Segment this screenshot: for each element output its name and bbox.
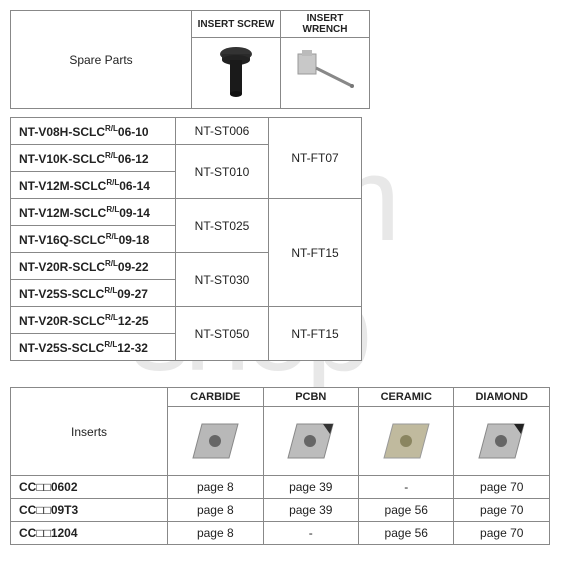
- table-row: NT-V20R-SCLCR/L09-22: [11, 253, 176, 280]
- table-row: NT-V20R-SCLCR/L12-25: [11, 307, 176, 334]
- screw-val: NT-ST050: [176, 307, 269, 361]
- ceramic-image: [359, 407, 454, 476]
- table-row: NT-V25S-SCLCR/L12-32: [11, 334, 176, 361]
- spare-parts-codes-table: NT-V08H-SCLCR/L06-10 NT-ST006 NT-FT07 NT…: [10, 117, 362, 361]
- table-row: NT-V10K-SCLCR/L06-12: [11, 145, 176, 172]
- col-insert-wrench: INSERT WRENCH: [281, 11, 370, 38]
- screw-image-cell: [192, 38, 281, 109]
- spare-parts-title: Spare Parts: [11, 11, 192, 109]
- inserts-table: Inserts CARBIDE PCBN CERAMIC DIAMOND CC□…: [10, 387, 550, 545]
- screw-val: NT-ST025: [176, 199, 269, 253]
- table-row: NT-V12M-SCLCR/L06-14: [11, 172, 176, 199]
- rhombus-icon: [474, 416, 529, 466]
- col-carbide: CARBIDE: [168, 388, 263, 407]
- table-row: CC□□09T3 page 8 page 39 page 56 page 70: [11, 499, 550, 522]
- table-row: NT-V16Q-SCLCR/L09-18: [11, 226, 176, 253]
- wrench-val: NT-FT15: [269, 199, 362, 307]
- table-row: NT-V25S-SCLCR/L09-27: [11, 280, 176, 307]
- table-row: NT-V12M-SCLCR/L09-14: [11, 199, 176, 226]
- col-diamond: DIAMOND: [454, 388, 550, 407]
- inserts-title: Inserts: [11, 388, 168, 476]
- screw-val: NT-ST030: [176, 253, 269, 307]
- screw-val: NT-ST006: [176, 118, 269, 145]
- spare-parts-header-table: Spare Parts INSERT SCREW INSERT WRENCH: [10, 10, 370, 109]
- carbide-image: [168, 407, 263, 476]
- col-pcbn: PCBN: [263, 388, 358, 407]
- rhombus-icon: [379, 416, 434, 466]
- col-ceramic: CERAMIC: [359, 388, 454, 407]
- rhombus-icon: [188, 416, 243, 466]
- table-row: CC□□1204 page 8 - page 56 page 70: [11, 522, 550, 545]
- rhombus-icon: [283, 416, 338, 466]
- screw-icon: [216, 46, 256, 101]
- pcbn-image: [263, 407, 358, 476]
- wrench-val: NT-FT15: [269, 307, 362, 361]
- col-insert-screw: INSERT SCREW: [192, 11, 281, 38]
- table-row: NT-V08H-SCLCR/L06-10: [11, 118, 176, 145]
- screw-val: NT-ST010: [176, 145, 269, 199]
- wrench-image-cell: [281, 38, 370, 109]
- table-row: CC□□0602 page 8 page 39 - page 70: [11, 476, 550, 499]
- diamond-image: [454, 407, 550, 476]
- wrench-val: NT-FT07: [269, 118, 362, 199]
- wrench-icon: [290, 48, 360, 98]
